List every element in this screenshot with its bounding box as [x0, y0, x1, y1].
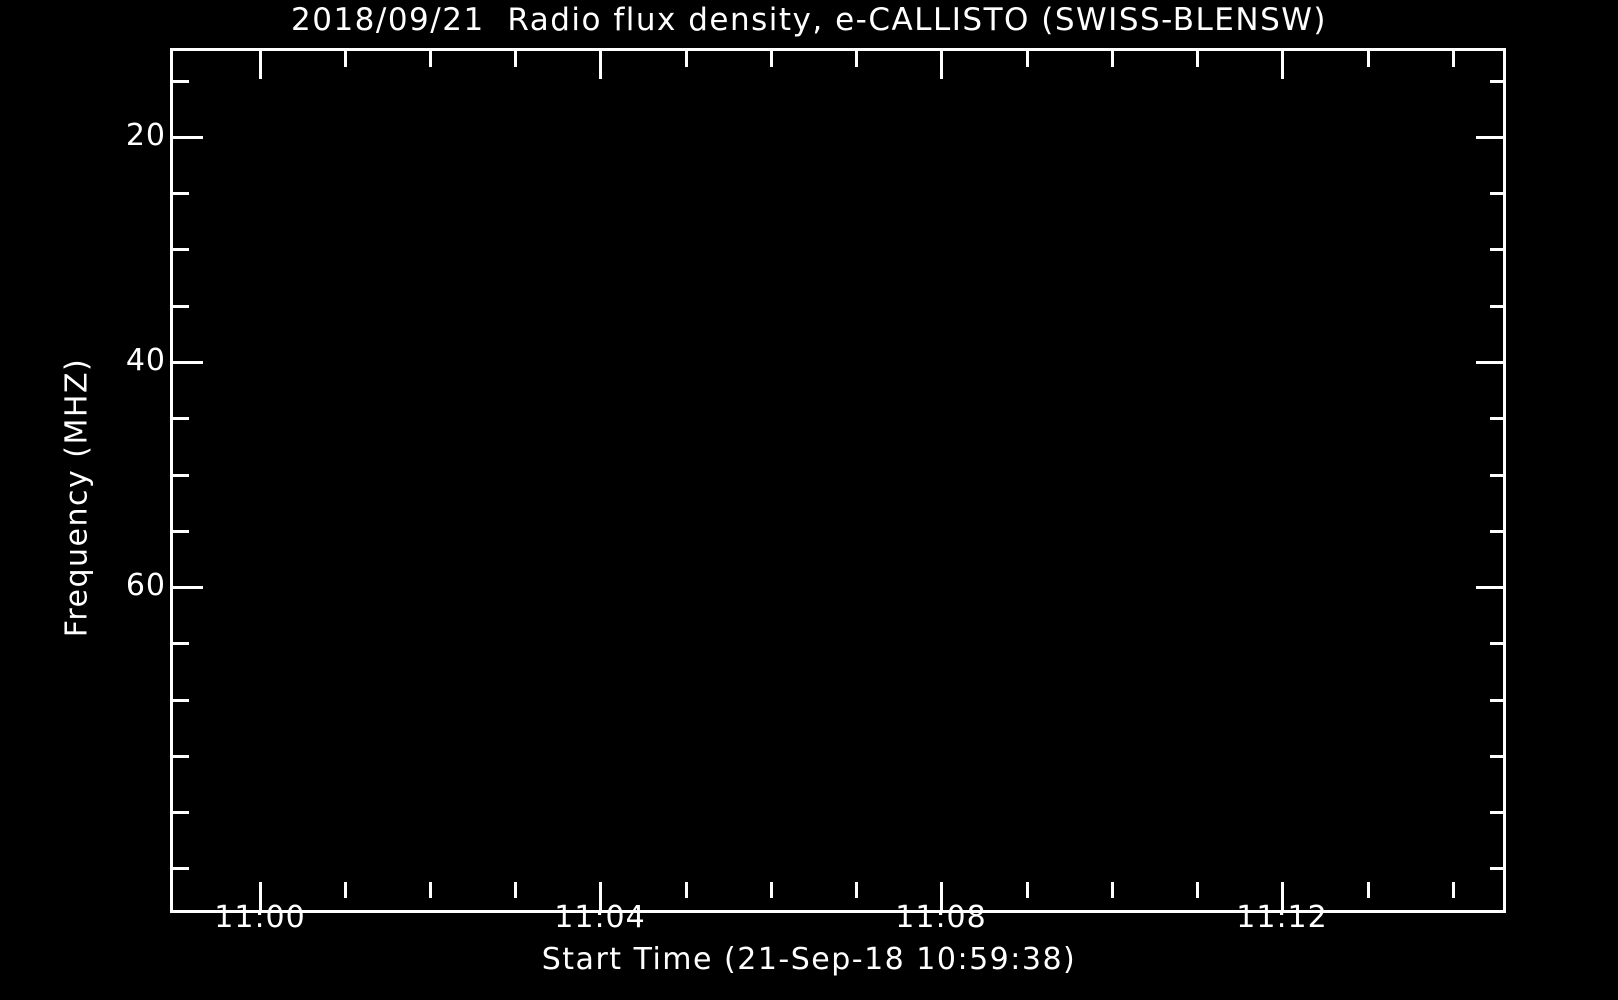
plot-frame — [170, 48, 1506, 913]
y-minor-tick-right — [1490, 699, 1506, 702]
y-minor-tick — [173, 755, 189, 758]
x-minor-tick — [344, 882, 347, 898]
x-major-tick — [599, 882, 602, 910]
x-tick-label: 11:04 — [554, 900, 646, 935]
y-minor-tick-right — [1490, 474, 1506, 477]
x-major-tick-top — [940, 51, 943, 79]
x-minor-tick-top — [1196, 51, 1199, 67]
y-minor-tick-right — [1490, 248, 1506, 251]
y-minor-tick — [173, 811, 189, 814]
y-tick-label: 20 — [125, 118, 166, 153]
y-minor-tick — [173, 699, 189, 702]
y-minor-tick — [173, 474, 189, 477]
y-major-tick-right — [1476, 361, 1506, 364]
x-major-tick — [259, 882, 262, 910]
x-tick-label: 11:12 — [1236, 900, 1328, 935]
y-minor-tick-right — [1490, 192, 1506, 195]
y-minor-tick-right — [1490, 417, 1506, 420]
x-minor-tick-top — [1452, 51, 1455, 67]
x-minor-tick-top — [1111, 51, 1114, 67]
x-minor-tick — [1111, 882, 1114, 898]
y-minor-tick — [173, 305, 189, 308]
x-minor-tick — [1452, 882, 1455, 898]
y-minor-tick-right — [1490, 642, 1506, 645]
x-major-tick-top — [599, 51, 602, 79]
x-axis-title: Start Time (21-Sep-18 10:59:38) — [541, 942, 1077, 977]
x-minor-tick — [685, 882, 688, 898]
x-major-tick-top — [1281, 51, 1284, 79]
x-minor-tick-top — [514, 51, 517, 67]
y-major-tick-right — [1476, 136, 1506, 139]
page-title: 2018/09/21 Radio flux density, e-CALLIST… — [291, 2, 1327, 38]
y-minor-tick — [173, 867, 189, 870]
y-minor-tick-right — [1490, 811, 1506, 814]
x-minor-tick-top — [1026, 51, 1029, 67]
x-minor-tick-top — [685, 51, 688, 67]
y-major-tick — [173, 361, 203, 364]
x-minor-tick — [1026, 882, 1029, 898]
x-major-tick — [1281, 882, 1284, 910]
y-minor-tick — [173, 80, 189, 83]
y-minor-tick-right — [1490, 530, 1506, 533]
x-tick-label: 11:08 — [895, 900, 987, 935]
x-major-tick — [940, 882, 943, 910]
y-minor-tick — [173, 642, 189, 645]
x-tick-label: 11:00 — [214, 900, 306, 935]
y-minor-tick-right — [1490, 867, 1506, 870]
y-minor-tick — [173, 417, 189, 420]
y-minor-tick — [173, 530, 189, 533]
y-major-tick-right — [1476, 586, 1506, 589]
y-minor-tick — [173, 192, 189, 195]
y-tick-label: 60 — [125, 568, 166, 603]
x-minor-tick — [429, 882, 432, 898]
x-minor-tick — [770, 882, 773, 898]
x-minor-tick-top — [344, 51, 347, 67]
y-minor-tick — [173, 248, 189, 251]
x-minor-tick — [855, 882, 858, 898]
x-minor-tick-top — [429, 51, 432, 67]
x-minor-tick-top — [770, 51, 773, 67]
y-major-tick — [173, 136, 203, 139]
x-minor-tick — [1196, 882, 1199, 898]
x-minor-tick — [1367, 882, 1370, 898]
y-major-tick — [173, 586, 203, 589]
y-minor-tick-right — [1490, 305, 1506, 308]
x-major-tick-top — [259, 51, 262, 79]
x-minor-tick-top — [1367, 51, 1370, 67]
y-tick-label: 40 — [125, 343, 166, 378]
y-axis-title: Frequency (MHZ) — [59, 357, 95, 638]
x-minor-tick — [514, 882, 517, 898]
x-minor-tick-top — [855, 51, 858, 67]
y-minor-tick-right — [1490, 755, 1506, 758]
y-minor-tick-right — [1490, 80, 1506, 83]
